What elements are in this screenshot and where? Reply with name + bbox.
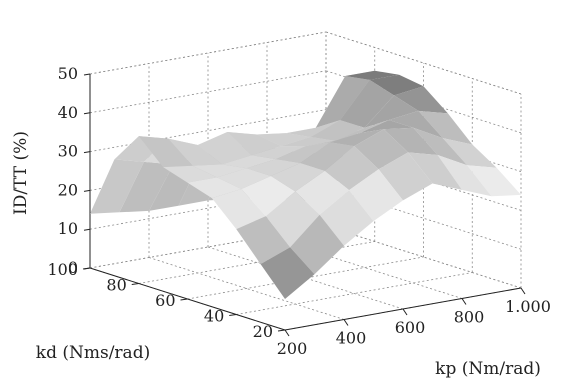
- surface-patch: [324, 146, 379, 191]
- surface-patch: [364, 95, 419, 128]
- surface-patch: [197, 132, 252, 165]
- surface-patch: [168, 138, 223, 166]
- surface-patch: [256, 133, 311, 147]
- surface-patch: [335, 120, 389, 141]
- y-tick-label: 40: [204, 307, 224, 326]
- tick-labels: 0 10 20 30 40 50 200 400 600 800 1.000 20 40 60 80 100: [47, 64, 550, 358]
- x-axis-label: kp (Nm/rad): [435, 359, 541, 379]
- y-tick: [180, 298, 188, 301]
- z-tick: [83, 112, 91, 115]
- surface-patch: [310, 120, 365, 141]
- x-tick: [520, 287, 526, 295]
- y-tick-label: 60: [155, 291, 175, 310]
- surface-patch: [192, 164, 247, 178]
- surface-patch: [349, 169, 403, 222]
- surface-patch: [222, 155, 276, 169]
- surface-patch: [241, 176, 296, 217]
- surface-patch: [187, 177, 242, 199]
- z-tick-label: 10: [58, 219, 78, 238]
- x-tick: [402, 308, 408, 316]
- surface-patch: [260, 247, 315, 299]
- z-tick-label: 50: [58, 64, 78, 83]
- surface-patch: [467, 165, 521, 197]
- y-tick: [131, 283, 139, 285]
- surface-patch: [217, 168, 271, 189]
- surface-patch: [437, 155, 492, 197]
- x-tick-label: 400: [336, 329, 367, 348]
- y-tick-label: 100: [47, 260, 78, 279]
- x-tick: [461, 298, 467, 305]
- surface-patch: [369, 74, 424, 96]
- surface-patch: [211, 189, 266, 230]
- surface-patch: [265, 191, 320, 248]
- z-tick-label: 20: [58, 180, 78, 199]
- z-axis-label: ID/TT (%): [11, 131, 31, 215]
- surface-patch: [418, 110, 473, 145]
- surface-patch: [329, 129, 384, 147]
- surface-patch: [290, 214, 344, 275]
- surface-patch: [394, 86, 448, 114]
- surface-patch: [354, 129, 409, 170]
- surface-patch: [388, 110, 443, 139]
- z-tick: [83, 73, 91, 76]
- surface-patch: [378, 152, 433, 201]
- surface-patch: [236, 216, 291, 265]
- grid-line: [187, 256, 424, 300]
- surface-patch: [408, 152, 462, 190]
- surface-patch: [442, 138, 497, 168]
- grid-line: [89, 31, 327, 75]
- x-tick-label: 800: [454, 308, 485, 327]
- z-tick-label: 40: [58, 103, 78, 122]
- z-tick-label: 0: [68, 258, 78, 277]
- surface-patch: [138, 136, 193, 168]
- surface-patch: [281, 137, 335, 147]
- z-tick: [83, 151, 91, 154]
- surface-patch: [359, 120, 414, 134]
- x-tick-label: 600: [395, 318, 426, 337]
- surface-patch: [163, 165, 217, 183]
- surface-patch: [300, 142, 355, 171]
- surface-patch: [286, 120, 341, 137]
- grid-line: [89, 109, 327, 152]
- surface-patch: [315, 76, 370, 128]
- surface-patch: [119, 161, 174, 213]
- x-tick-label: 200: [277, 339, 308, 358]
- surface-patch: [413, 127, 468, 166]
- y-axis-label: kd (Nms/rad): [36, 343, 150, 363]
- y-tick: [277, 329, 286, 332]
- grid-line: [89, 70, 327, 114]
- z-tick-label: 30: [58, 142, 78, 161]
- x-tick-label: 1.000: [505, 297, 551, 316]
- surface-patch: [340, 79, 394, 128]
- y-tick: [229, 314, 237, 316]
- surface-mesh: [90, 70, 521, 299]
- z-tick: [83, 189, 91, 192]
- surface-patch: [227, 132, 282, 156]
- surface-patch: [345, 70, 400, 80]
- surface-patch: [276, 142, 330, 163]
- y-tick: [82, 267, 91, 270]
- surface-patch: [319, 190, 374, 246]
- z-tick: [83, 228, 91, 231]
- surface-patch: [383, 127, 438, 155]
- surface-patch: [90, 159, 144, 214]
- x-tick: [284, 329, 290, 337]
- surface-patch: [246, 159, 301, 176]
- y-tick-label: 20: [253, 322, 273, 341]
- surface-patch: [295, 170, 350, 215]
- surface-patch: [270, 163, 325, 192]
- surface-patch: [251, 146, 306, 160]
- x-tick: [343, 319, 349, 326]
- grid-line: [236, 272, 473, 315]
- y-tick-label: 80: [106, 276, 126, 295]
